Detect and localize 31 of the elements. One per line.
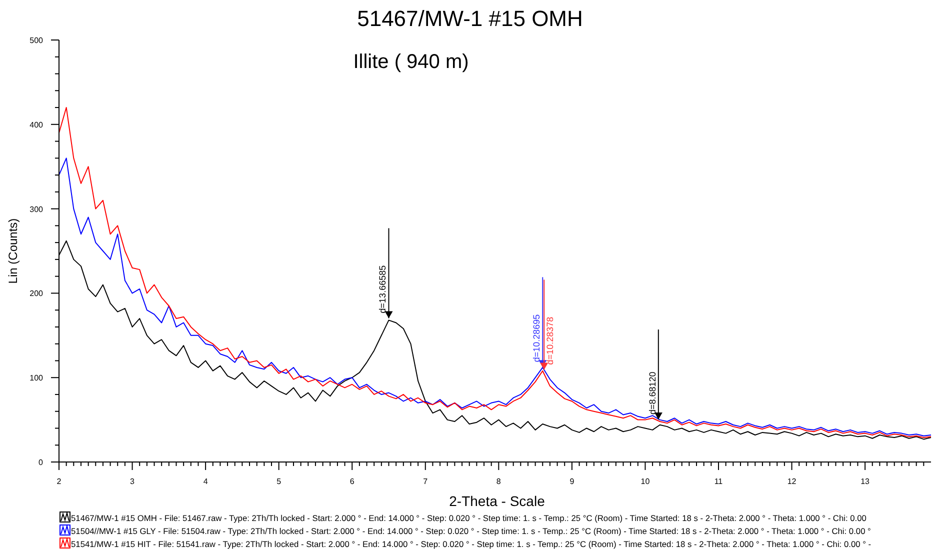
annotation: d=8.68120 — [647, 372, 658, 414]
y-tick-label: 300 — [30, 204, 44, 214]
x-tick-label: 4 — [203, 477, 208, 486]
chart-title: 51467/MW-1 #15 OMH — [357, 6, 583, 31]
x-axis-title: 2-Theta - Scale — [449, 493, 546, 509]
line-series — [58, 107, 932, 438]
x-tick-label: 5 — [276, 477, 282, 486]
x-tick-label: 3 — [130, 477, 136, 486]
legend-label: 51541/MW-1 #15 HIT - File: 51541.raw - Type: 2Th/Th locked - Start: 2.000 ° - End: 14.000 ° - Step: 0.020 ° - Step time: 1. s - Temp.: 25 °C (Room) - Time Started: 18 s - 2-Theta: 2.000 ° - Theta: 1.000 ° - Chi: 0.00 ° - — [71, 539, 872, 549]
x-tick-label: 11 — [714, 477, 724, 486]
annotation: d=10.28695 — [532, 314, 542, 362]
x-tick-label: 6 — [350, 477, 355, 486]
y-tick-label: 500 — [30, 36, 44, 45]
x-tick-label: 8 — [496, 477, 502, 486]
y-tick-label: 200 — [30, 289, 44, 298]
x-tick-label: 9 — [570, 477, 575, 486]
legend-label: 51504//MW-1 #15 GLY - File: 51504.raw - Type: 2Th/Th locked - Start: 2.000 ° - End: 14.000 ° - Step: 0.020 ° - Step time: 1. s - Temp.: 25 °C (Room) - Time Started: 18 s - 2-Theta: 2.000 ° - Theta: 1.000 ° - Chi: 0.00 ° — [71, 526, 871, 536]
y-tick-label: 0 — [38, 458, 44, 467]
x-tick-label: 13 — [860, 477, 870, 486]
y-tick-label: 400 — [30, 120, 44, 130]
text: Illite ( 940 m) — [353, 51, 469, 73]
annotation: d=10.28378 — [545, 316, 556, 365]
legend-label: 51467/MW-1 #15 OMH - File: 51467.raw - Type: 2Th/Th locked - Start: 2.000 ° - End: 14.000 ° - Step: 0.020 ° - Step time: 1. s - Temp.: 25 °C (Room) - Time Started: 18 s - 2-Theta: 2.000 ° - Theta: 1.000 ° - Chi: 0.00 — [71, 513, 867, 523]
x-tick-label: 7 — [423, 477, 428, 486]
y-tick-label: 100 — [30, 374, 44, 383]
y-axis-title: Lin (Counts) — [6, 218, 20, 284]
x-tick-label: 10 — [640, 477, 650, 486]
x-tick-label: 12 — [787, 477, 797, 486]
line-series — [58, 158, 932, 436]
annotation: d=13.66585 — [378, 265, 388, 314]
x-tick-label: 2 — [56, 477, 62, 486]
